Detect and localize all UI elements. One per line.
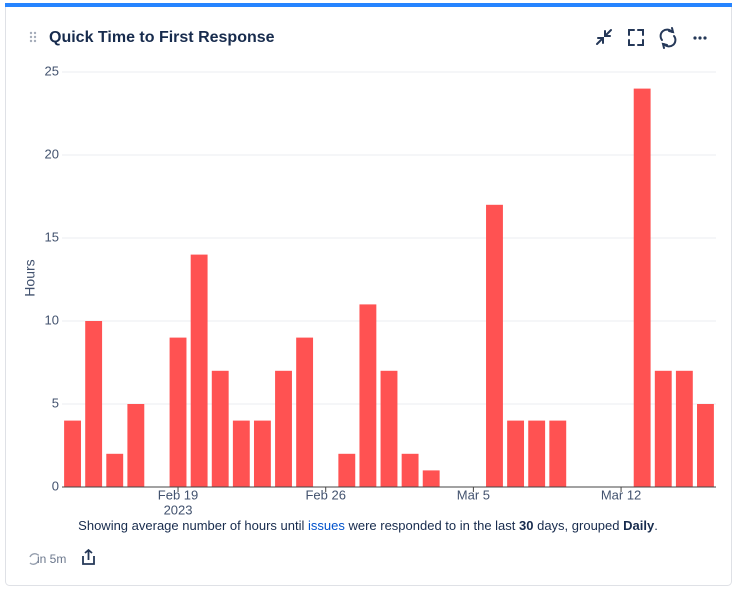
y-tick-label: 5 <box>52 395 59 410</box>
share-icon[interactable] <box>82 548 95 565</box>
x-tick-label: Mar 12 <box>601 487 641 502</box>
caption-text: days, grouped <box>533 518 623 533</box>
bar <box>296 337 314 487</box>
bar <box>528 420 546 487</box>
drag-handle[interactable] <box>29 31 37 43</box>
caption-text: Showing average number of hours until <box>78 518 308 533</box>
bar <box>380 370 398 487</box>
more-icon[interactable] <box>693 36 707 40</box>
bar <box>359 304 377 487</box>
x-tick-label: Mar 5 <box>457 487 490 502</box>
refresh-status-icon <box>29 553 39 565</box>
bar <box>338 453 356 487</box>
y-tick-label: 0 <box>52 478 59 493</box>
bar <box>507 420 525 487</box>
bar <box>486 204 503 488</box>
bar <box>127 404 145 487</box>
bar <box>85 321 103 487</box>
bar <box>697 404 714 487</box>
fullscreen-icon[interactable] <box>628 29 644 46</box>
bar <box>211 370 229 487</box>
bar <box>64 420 81 487</box>
bar <box>253 420 271 487</box>
y-tick-label: 10 <box>45 312 59 327</box>
refresh-icon[interactable] <box>659 27 677 49</box>
caption-text: were responded to in the last <box>345 518 519 533</box>
y-tick-label: 20 <box>45 146 59 161</box>
bar <box>169 337 187 487</box>
x-year-label: 2023 <box>164 502 193 517</box>
bar <box>401 453 419 487</box>
bar <box>633 88 651 487</box>
gadget-title: Quick Time to First Response <box>49 29 275 46</box>
card-top-bar <box>5 3 732 7</box>
caption-text: . <box>654 518 658 533</box>
bar <box>106 453 124 487</box>
x-tick-label: Feb 26 <box>305 487 345 502</box>
bar <box>275 370 292 487</box>
bar <box>549 420 567 487</box>
bar <box>190 254 208 487</box>
refresh-status: in 5m <box>37 552 66 566</box>
y-tick-label: 15 <box>45 229 59 244</box>
minimize-icon[interactable] <box>596 29 612 45</box>
caption: Showing average number of hours until is… <box>78 518 658 533</box>
bar <box>675 370 693 487</box>
y-tick-label: 25 <box>45 63 59 78</box>
caption-bold: 30 <box>519 518 533 533</box>
bar <box>232 420 250 487</box>
x-tick-label: Feb 19 <box>158 487 198 502</box>
bar <box>654 370 672 487</box>
bar <box>422 470 440 487</box>
y-axis-label: Hours <box>22 259 38 296</box>
caption-bold: Daily <box>623 518 655 533</box>
caption-link[interactable]: issues <box>308 518 345 533</box>
